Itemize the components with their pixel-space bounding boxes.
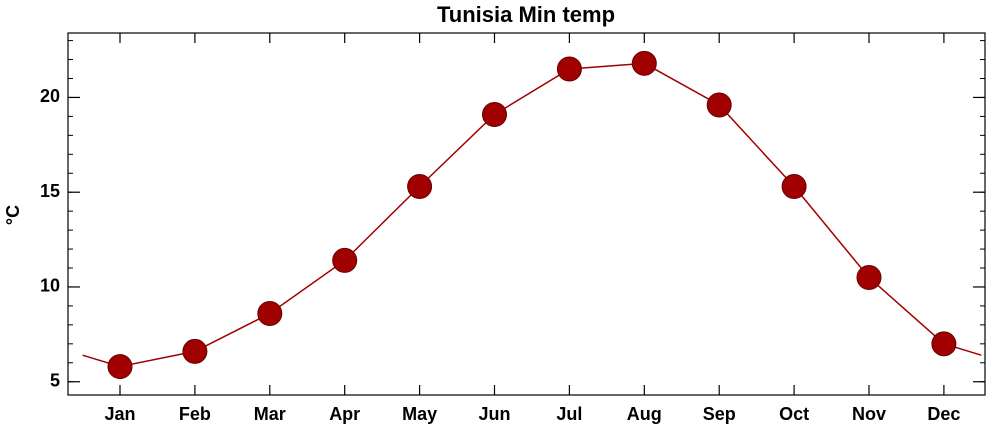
- data-point: [482, 101, 507, 127]
- x-tick-label: Jul: [556, 404, 582, 424]
- x-tick-label: Oct: [779, 404, 809, 424]
- y-tick-label: 10: [40, 276, 60, 296]
- x-tick-label: Feb: [179, 404, 211, 424]
- x-tick-label: Jun: [478, 404, 510, 424]
- x-tick-label: Mar: [254, 404, 286, 424]
- data-point: [781, 174, 807, 200]
- x-tick-label: Sep: [703, 404, 736, 424]
- data-point: [631, 50, 657, 76]
- x-tick-label: Aug: [627, 404, 662, 424]
- x-tick-label: Nov: [852, 404, 886, 424]
- data-point: [107, 354, 133, 380]
- y-tick-label: 5: [50, 370, 60, 390]
- x-tick-label: Dec: [927, 404, 960, 424]
- data-point: [856, 264, 882, 290]
- y-tick-label: 20: [40, 86, 60, 106]
- data-point: [407, 174, 433, 200]
- y-tick-label: 15: [40, 181, 60, 201]
- x-tick-label: Jan: [104, 404, 135, 424]
- x-tick-label: May: [402, 404, 437, 424]
- data-line: [119, 62, 945, 368]
- data-point: [182, 338, 208, 364]
- data-point: [257, 301, 283, 327]
- plot-frame: [67, 32, 986, 396]
- data-point: [556, 56, 582, 82]
- x-tick-label: Apr: [329, 404, 360, 424]
- y-axis-label: °C: [3, 205, 23, 225]
- data-point: [706, 92, 732, 118]
- data-point: [332, 247, 358, 273]
- chart-title: Tunisia Min temp: [437, 2, 615, 27]
- data-point: [931, 331, 957, 357]
